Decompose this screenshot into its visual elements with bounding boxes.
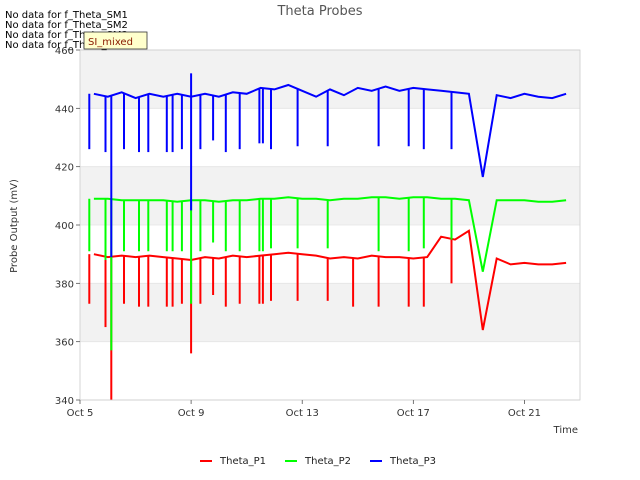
legend-item-theta-p2: Theta_P2 xyxy=(285,456,351,467)
grid-band xyxy=(80,283,580,342)
no-data-messages: No data for f_Theta_SM1 No data for f_Th… xyxy=(5,10,128,51)
x-tick-label: Oct 13 xyxy=(286,408,319,419)
axes: 340 360 380 400 420 440 460 Oct 5 Oct 9 Oct 13 Oct… xyxy=(55,46,581,419)
series-line-theta-p1 xyxy=(93,229,567,331)
legend-item-theta-p1: Theta_P1 xyxy=(200,456,266,467)
series-layer xyxy=(88,73,567,400)
y-tick-label: 360 xyxy=(55,338,74,349)
chart-title: Theta Probes xyxy=(276,4,362,19)
y-tick-label: 340 xyxy=(55,396,74,407)
y-tick-label: 460 xyxy=(55,46,74,57)
x-tick-label: Oct 5 xyxy=(67,408,94,419)
y-tick-label: 400 xyxy=(55,221,74,232)
y-tick-label: 420 xyxy=(55,163,74,174)
grid-band xyxy=(80,50,580,109)
y-tick-label: 440 xyxy=(55,104,74,115)
x-tick-label: Oct 21 xyxy=(508,408,541,419)
legend-label-theta-p2: Theta_P2 xyxy=(304,456,351,467)
x-tick-label: Oct 17 xyxy=(397,408,430,419)
si-mixed-tag-label: SI_mixed xyxy=(88,37,133,48)
legend-label-theta-p3: Theta_P3 xyxy=(389,456,436,467)
legend-item-theta-p3: Theta_P3 xyxy=(370,456,436,467)
si-mixed-tag-box xyxy=(83,31,148,50)
x-tick-label: Oct 9 xyxy=(178,408,205,419)
x-axis-label: Time xyxy=(553,425,578,436)
legend: Theta_P1 Theta_P2 Theta_P3 xyxy=(200,456,436,467)
no-data-message-sm1: No data for f_Theta_SM1 xyxy=(5,10,128,21)
y-axis-label: Probe Output (mV) xyxy=(9,179,20,273)
no-data-message-sm3: No data for f_Theta_SM3 xyxy=(5,30,128,41)
legend-label-theta-p1: Theta_P1 xyxy=(219,456,266,467)
no-data-message-sm2: No data for f_Theta_SM2 xyxy=(5,20,128,31)
si-mixed-tag: SI_mixed xyxy=(83,31,148,50)
no-data-message-sm4: No data for f_Theta_SM4 xyxy=(5,40,128,51)
grid-band xyxy=(80,166,580,225)
y-tick-label: 380 xyxy=(55,279,74,290)
